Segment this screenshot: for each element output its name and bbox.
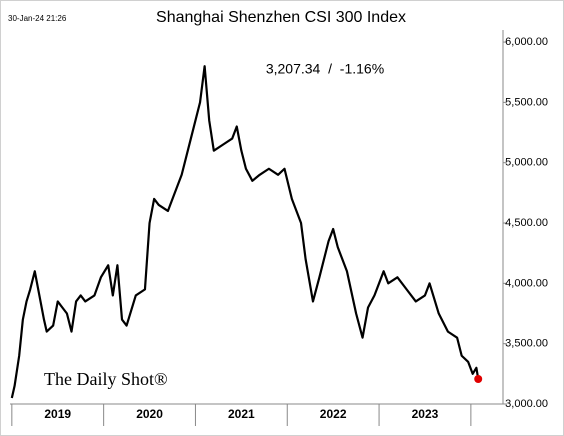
annotation: 3,207.34 / -1.16% — [266, 61, 384, 77]
chart-title: Shanghai Shenzhen CSI 300 Index — [156, 9, 406, 26]
x-tick-label: 2021 — [228, 407, 255, 421]
x-tick-label: 2022 — [320, 407, 347, 421]
y-tick-label: 4,500.00 — [505, 217, 548, 229]
last-point — [474, 374, 483, 383]
y-tick-label: 5,000.00 — [505, 157, 548, 169]
y-tick-label: 5,500.00 — [505, 96, 548, 108]
watermark: The Daily Shot® — [44, 369, 168, 389]
x-tick-label: 2023 — [412, 407, 439, 421]
y-tick-label: 4,000.00 — [505, 277, 548, 289]
y-tick-label: 3,500.00 — [505, 338, 548, 350]
y-tick-label: 3,000.00 — [505, 398, 548, 410]
timestamp: 30-Jan-24 21:26 — [8, 14, 67, 23]
x-tick-label: 2020 — [136, 407, 163, 421]
y-tick-label: 6,000.00 — [505, 36, 548, 48]
line — [10, 65, 480, 399]
x-tick-label: 2019 — [44, 407, 71, 421]
